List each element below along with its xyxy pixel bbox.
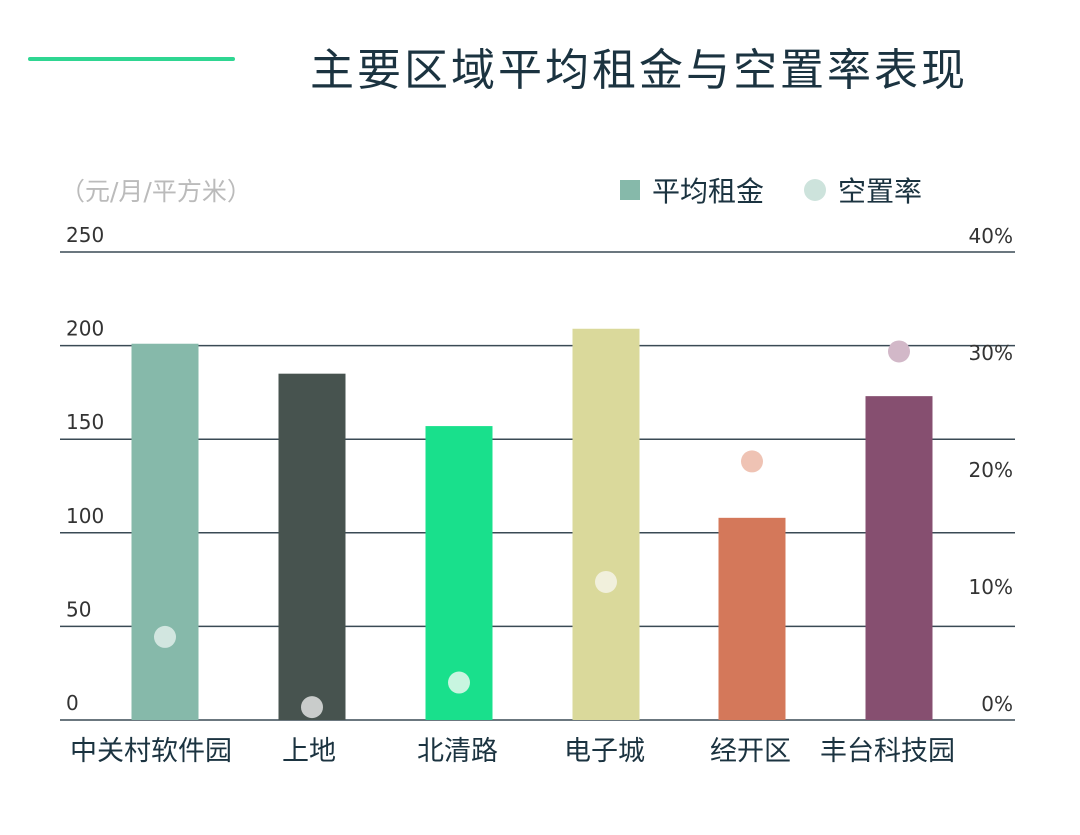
bar-0 bbox=[131, 343, 199, 720]
bar-2 bbox=[425, 426, 493, 720]
bar-1 bbox=[278, 373, 346, 720]
bar-5 bbox=[865, 396, 933, 720]
right-tick-label: 40% bbox=[969, 224, 1013, 248]
left-tick-label: 200 bbox=[66, 317, 104, 341]
vacancy-dot-1 bbox=[301, 696, 323, 719]
legend: 平均租金 空置率 bbox=[620, 170, 922, 210]
category-label: 上地 bbox=[282, 736, 336, 767]
legend-swatch-vacancy bbox=[804, 179, 827, 201]
category-label: 经开区 bbox=[710, 736, 791, 767]
right-tick-label: 10% bbox=[969, 575, 1013, 599]
left-axis-unit: （元/月/平方米） bbox=[60, 177, 252, 206]
legend-label-rent: 平均租金 bbox=[652, 175, 765, 208]
vacancy-dot-2 bbox=[448, 671, 470, 694]
page-title: 主要区域平均租金与空置率表现 bbox=[310, 45, 968, 96]
right-tick-label: 0% bbox=[981, 692, 1013, 716]
right-tick-label: 20% bbox=[969, 458, 1013, 482]
vacancy-dot-5 bbox=[888, 340, 910, 363]
category-label: 丰台科技园 bbox=[820, 736, 955, 767]
category-label: 电子城 bbox=[564, 736, 645, 767]
left-tick-label: 100 bbox=[66, 504, 104, 528]
vacancy-dot-0 bbox=[154, 625, 176, 648]
legend-label-vacancy: 空置率 bbox=[838, 175, 923, 208]
vacancy-dot-3 bbox=[595, 570, 617, 593]
category-label: 北清路 bbox=[417, 736, 498, 767]
left-tick-label: 0 bbox=[66, 691, 79, 715]
vacancy-dot-4 bbox=[741, 450, 763, 473]
left-tick-label: 50 bbox=[66, 597, 91, 621]
left-tick-label: 150 bbox=[66, 410, 104, 434]
title-accent-line bbox=[28, 57, 235, 61]
bar-4 bbox=[718, 517, 786, 720]
legend-swatch-rent bbox=[620, 180, 640, 200]
bar-3 bbox=[572, 328, 640, 720]
category-label: 中关村软件园 bbox=[70, 736, 232, 767]
left-tick-label: 250 bbox=[66, 223, 104, 247]
right-tick-label: 30% bbox=[969, 341, 1013, 365]
